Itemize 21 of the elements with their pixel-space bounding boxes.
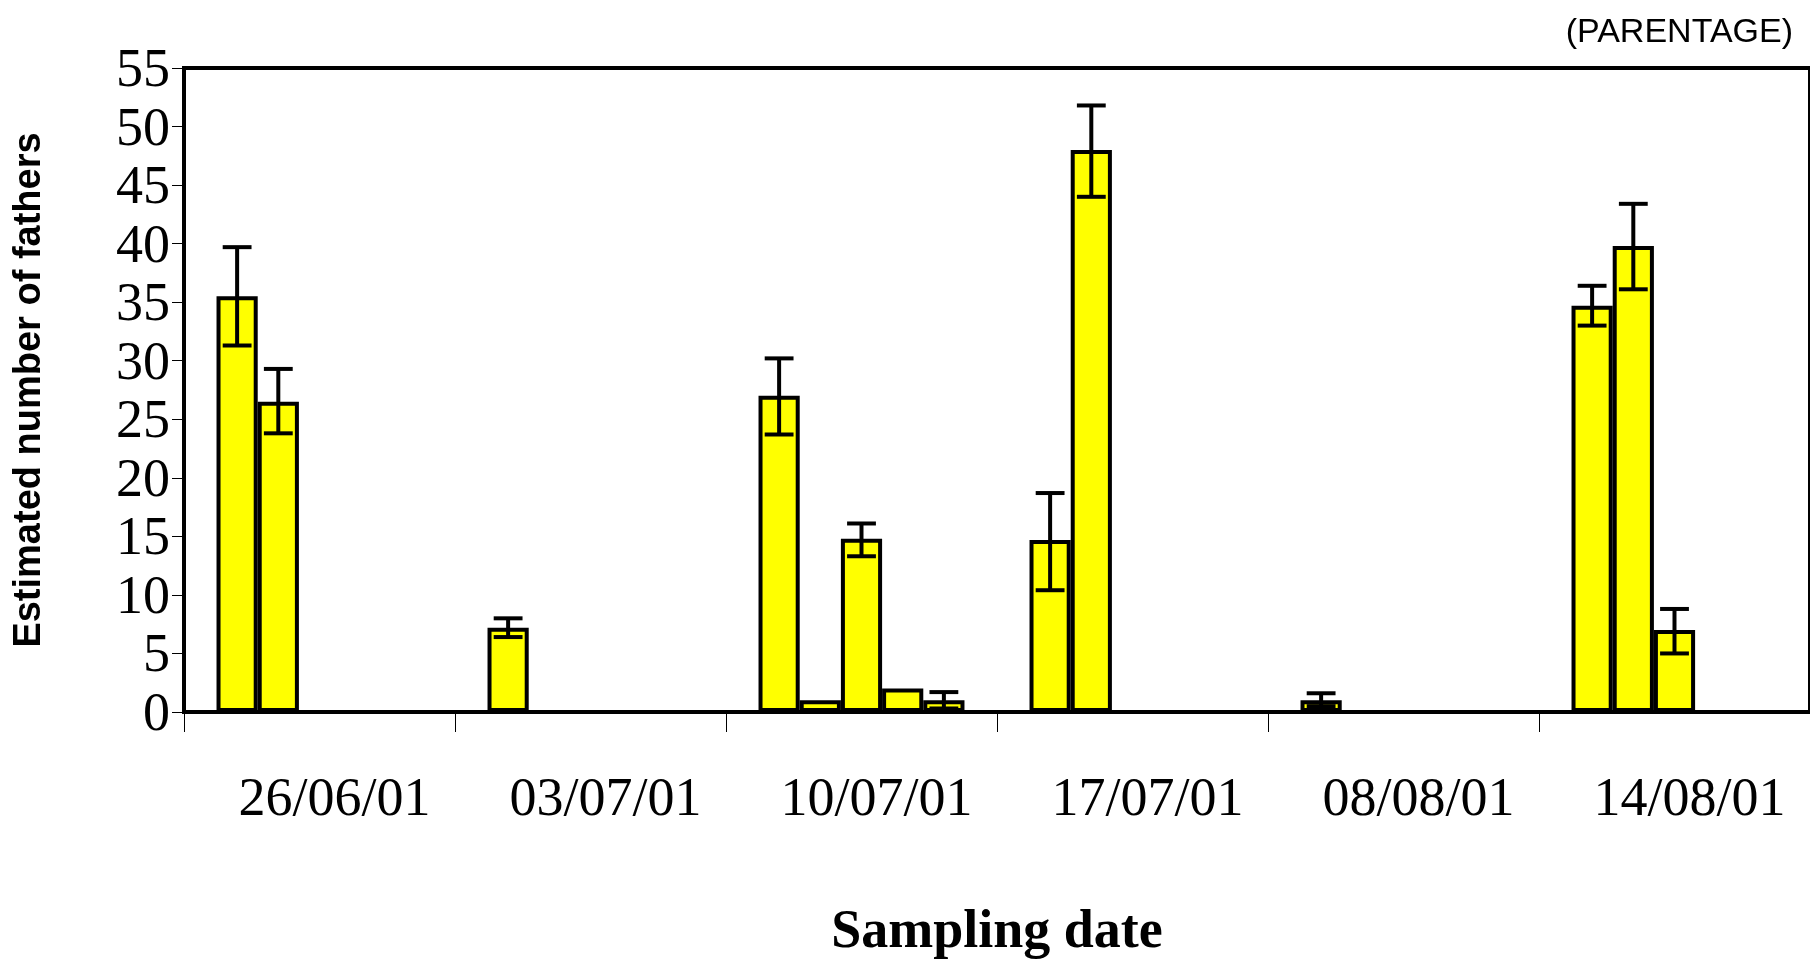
y-tick-label: 30 — [116, 330, 170, 391]
x-tick-label: 10/07/01 — [780, 767, 973, 827]
chart-title: (PARENTAGE) — [1565, 11, 1793, 49]
y-axis-title: Estimated number of fathers — [6, 132, 48, 648]
x-axis-title: Sampling date — [831, 899, 1163, 959]
x-tick-label: 03/07/01 — [509, 767, 702, 827]
y-tick-label: 15 — [116, 506, 170, 567]
y-tick-label: 20 — [116, 447, 170, 508]
x-tick-label: 26/06/01 — [238, 767, 431, 827]
y-tick-label: 10 — [116, 564, 170, 625]
x-tick-label: 17/07/01 — [1051, 767, 1244, 827]
y-tick-label: 35 — [116, 272, 170, 333]
y-tick-label: 25 — [116, 389, 170, 450]
x-tick-label: 14/08/01 — [1593, 767, 1786, 827]
y-tick-label: 50 — [116, 96, 170, 157]
y-tick-label: 40 — [116, 213, 170, 274]
y-tick-label: 5 — [143, 623, 170, 684]
y-tick-label: 45 — [116, 155, 170, 216]
y-tick-label: 0 — [143, 682, 170, 742]
x-tick-label: 08/08/01 — [1322, 767, 1515, 827]
y-tick-label: 55 — [116, 38, 170, 98]
